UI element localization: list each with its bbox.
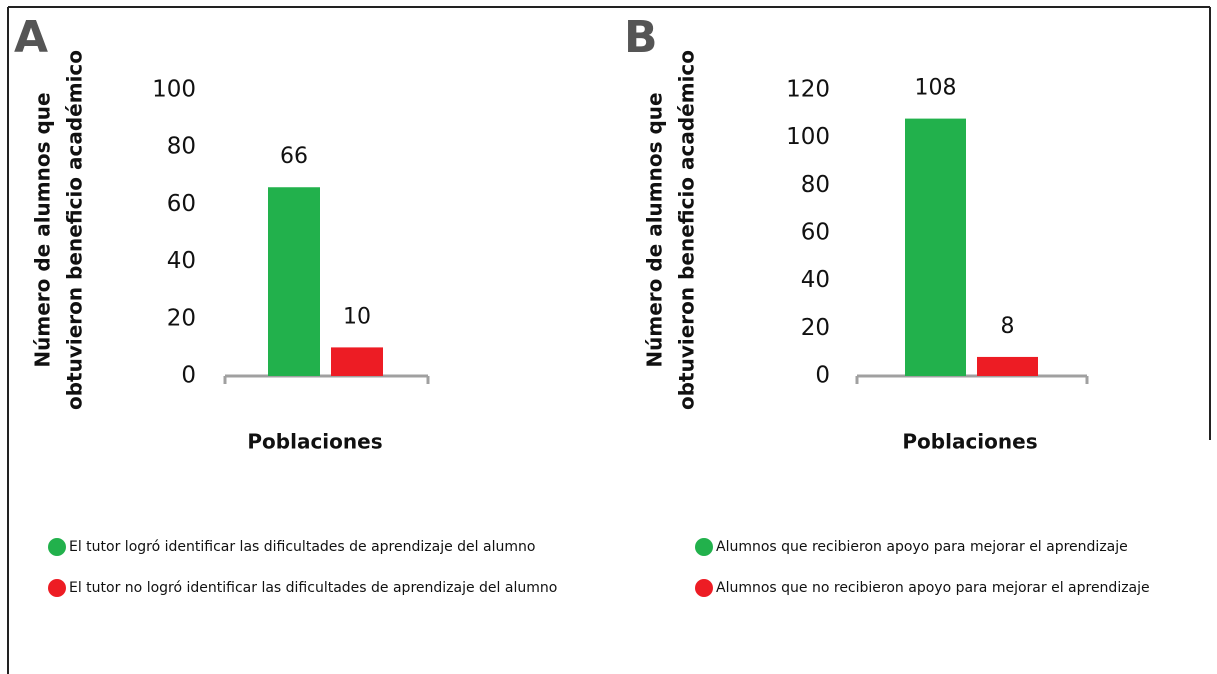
legend-label: El tutor logró identificar las dificulta… xyxy=(69,539,535,555)
y-tick-label: 80 xyxy=(167,134,196,160)
y-axis-label: Número de alumnos que xyxy=(31,92,55,367)
y-axis-label: Número de alumnos que xyxy=(643,92,667,367)
y-tick-label: 60 xyxy=(801,220,830,246)
y-axis-label: obtuvieron beneficio académico xyxy=(63,50,87,410)
legend-swatch xyxy=(695,579,713,597)
legend-label: Alumnos que recibieron apoyo para mejora… xyxy=(716,539,1128,555)
bar xyxy=(977,356,1038,376)
y-tick-label: 20 xyxy=(167,305,196,331)
y-tick-label: 40 xyxy=(801,267,830,293)
data-label: 10 xyxy=(343,304,371,329)
legend-label: El tutor no logró identificar las dificu… xyxy=(69,580,557,596)
y-tick-label: 80 xyxy=(801,172,830,198)
data-label: 108 xyxy=(915,76,957,101)
y-tick-label: 20 xyxy=(801,315,830,341)
x-axis-label: Poblaciones xyxy=(247,430,382,454)
data-label: 8 xyxy=(1001,314,1015,339)
y-tick-label: 100 xyxy=(786,124,830,150)
panel-letter: B xyxy=(624,12,658,63)
legend-label: Alumnos que no recibieron apoyo para mej… xyxy=(716,580,1150,596)
legend-swatch xyxy=(48,579,66,597)
legend-swatch xyxy=(48,538,66,556)
bar xyxy=(331,347,383,376)
y-tick-label: 100 xyxy=(152,77,196,103)
bar xyxy=(905,118,966,376)
y-tick-label: 120 xyxy=(786,77,830,103)
y-tick-label: 40 xyxy=(167,248,196,274)
bar xyxy=(268,187,320,376)
y-tick-label: 60 xyxy=(167,191,196,217)
panel-letter: A xyxy=(14,12,48,63)
y-tick-label: 0 xyxy=(815,363,830,389)
x-axis-label: Poblaciones xyxy=(902,430,1037,454)
y-tick-label: 0 xyxy=(181,363,196,389)
legend-swatch xyxy=(695,538,713,556)
y-axis-label: obtuvieron beneficio académico xyxy=(675,50,699,410)
data-label: 66 xyxy=(280,144,308,169)
